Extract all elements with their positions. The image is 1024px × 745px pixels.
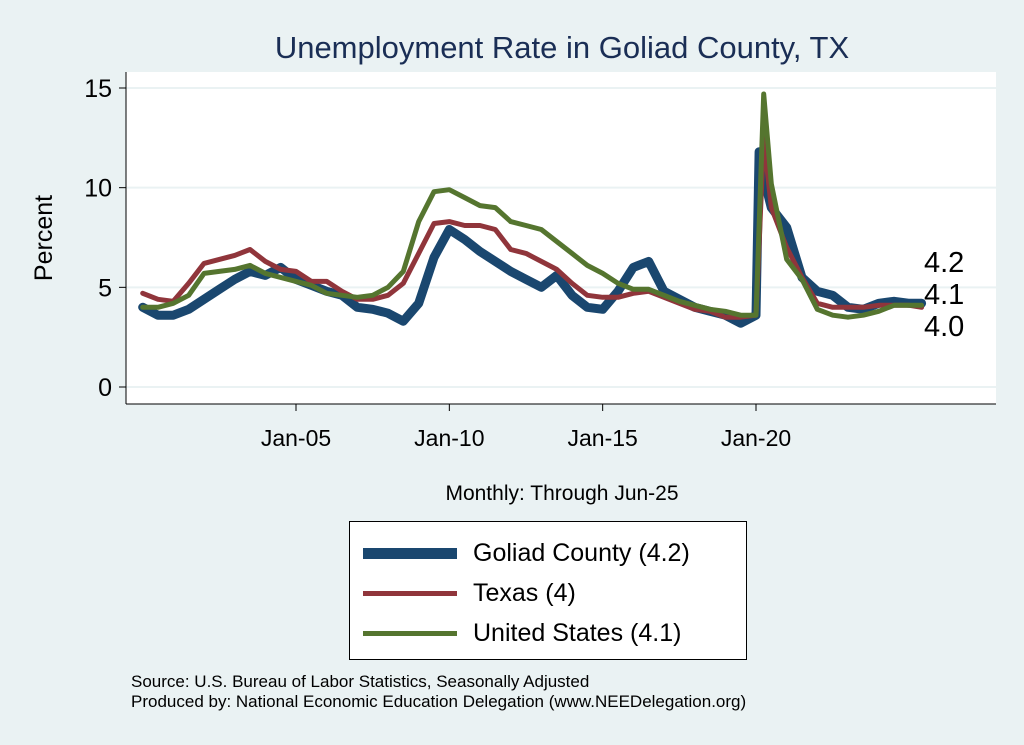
x-tick-label: Jan-15 — [568, 425, 638, 451]
legend-swatch-goliad — [363, 547, 457, 559]
y-axis-label: Percent — [30, 195, 58, 281]
legend-swatch-us — [363, 630, 457, 636]
y-tick-label: 10 — [84, 175, 112, 203]
end-label: 4.0 — [924, 311, 964, 343]
legend-item-us: United States (4.1) — [363, 618, 681, 648]
y-tick-label: 0 — [98, 374, 112, 402]
source-note: Source: U.S. Bureau of Labor Statistics,… — [131, 672, 590, 691]
legend-label-us: United States (4.1) — [473, 618, 682, 647]
x-axis-label: Monthly: Through Jun-25 — [445, 482, 678, 505]
legend-label-goliad: Goliad County (4.2) — [473, 538, 690, 567]
legend-label-texas: Texas (4) — [473, 578, 576, 607]
end-label: 4.1 — [924, 279, 964, 311]
legend-item-texas: Texas (4) — [363, 578, 576, 608]
chart-title: Unemployment Rate in Goliad County, TX — [275, 30, 850, 65]
x-tick-label: Jan-10 — [414, 425, 484, 451]
legend-swatch-texas — [363, 590, 457, 596]
x-tick-label: Jan-20 — [721, 425, 791, 451]
legend: Goliad County (4.2) Texas (4) United Sta… — [349, 521, 747, 660]
plot-area — [126, 72, 996, 404]
end-label: 4.2 — [924, 247, 964, 279]
y-tick-label: 15 — [84, 75, 112, 103]
produced-note: Produced by: National Economic Education… — [131, 692, 747, 711]
legend-item-goliad: Goliad County (4.2) — [363, 538, 690, 568]
y-tick-label: 5 — [98, 274, 112, 302]
x-tick-label: Jan-05 — [261, 425, 331, 451]
series-line-1 — [140, 135, 925, 320]
series-line-2 — [140, 91, 925, 320]
